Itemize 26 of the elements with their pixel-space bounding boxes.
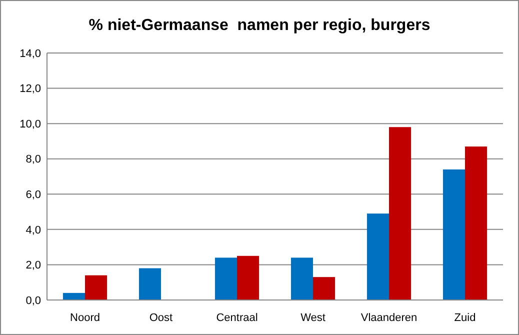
bar xyxy=(313,277,336,300)
bar xyxy=(290,258,313,300)
y-tick-label: 12,0 xyxy=(20,83,41,96)
x-tick-label: Centraal xyxy=(216,312,258,324)
bar xyxy=(85,275,108,300)
bar xyxy=(389,127,412,300)
y-tick-label: 8,0 xyxy=(26,154,41,166)
y-tick-label: 4,0 xyxy=(26,224,41,236)
bar xyxy=(62,292,85,300)
bar xyxy=(214,258,237,300)
y-tick-label: 14,0 xyxy=(20,48,41,60)
y-tick-label: 10,0 xyxy=(20,118,41,130)
y-tick-label: 0,0 xyxy=(26,294,41,307)
x-tick-label: Zuid xyxy=(454,312,476,324)
bar xyxy=(138,268,161,300)
x-tick-label: Vlaanderen xyxy=(360,312,418,324)
x-tick-label: Oost xyxy=(149,312,173,324)
bar xyxy=(237,256,260,300)
bar xyxy=(366,214,389,300)
chart-title: % niet-Germaanse namen per regio, burgers xyxy=(88,17,430,34)
y-tick-label: 6,0 xyxy=(26,188,41,201)
bar xyxy=(442,169,465,300)
x-tick-label: Noord xyxy=(70,312,100,324)
y-tick-label: 2,0 xyxy=(26,260,41,272)
x-tick-label: West xyxy=(300,312,326,324)
bar xyxy=(465,146,488,300)
